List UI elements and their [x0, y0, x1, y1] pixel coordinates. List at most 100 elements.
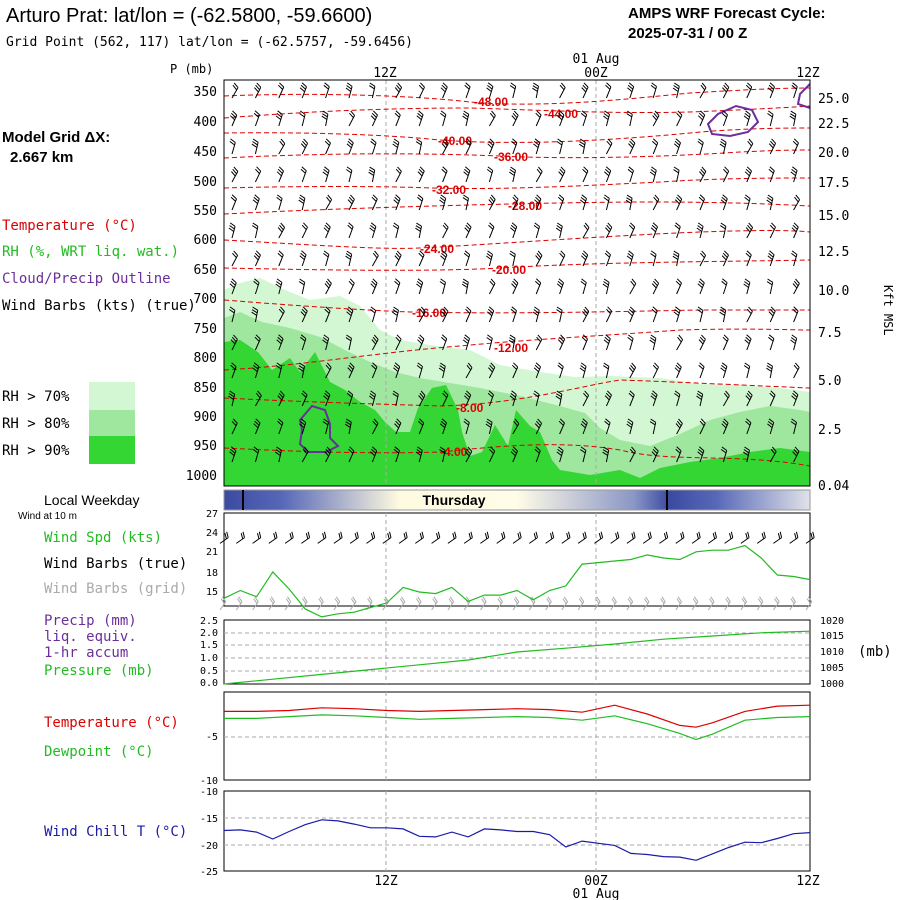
wind-barb — [556, 446, 564, 463]
wind-barb-grid — [577, 596, 585, 611]
wind-barb — [534, 446, 541, 463]
windchill-label: Wind Chill T (°C) — [44, 824, 187, 840]
wind-barb — [300, 166, 307, 183]
wind-barb — [277, 222, 286, 239]
wind-barb — [394, 250, 402, 267]
wind-barb-true — [805, 531, 815, 544]
wind-barb-true — [708, 531, 717, 544]
wind-barb — [323, 82, 330, 99]
temp-tick: -10 — [200, 776, 218, 787]
wind-barb — [461, 278, 469, 295]
wind-barb — [719, 138, 727, 155]
wind-barb — [558, 418, 565, 435]
top-tick-00z: 00Z — [584, 66, 608, 81]
rh90-swatch — [89, 436, 135, 464]
wind-barb — [369, 446, 378, 463]
temp-tick: -5 — [206, 732, 218, 743]
p-tick: 1000 — [186, 469, 217, 484]
wind-barb-grid — [284, 596, 292, 611]
wind-speed-line — [223, 544, 811, 618]
wind-barb — [743, 446, 750, 463]
precip-tick: 1.5 — [200, 640, 218, 651]
wind-barb — [487, 138, 495, 155]
p-tick: 800 — [194, 351, 217, 366]
wind-barb-grid — [545, 596, 552, 611]
wind-barbs-true-label: Wind Barbs (true) — [44, 556, 187, 572]
legend-temperature: Temperature (°C) — [2, 218, 137, 234]
height-axis-title: Kft MSL — [881, 285, 895, 336]
wind-barb-true — [724, 531, 734, 544]
wind-barb — [322, 166, 330, 183]
wind-barb — [253, 278, 260, 295]
wind-barb — [371, 194, 378, 211]
wind-barb — [393, 446, 400, 463]
wind-barb — [231, 418, 238, 435]
wind-barb — [555, 390, 563, 407]
wind-grid-barbs — [219, 596, 813, 611]
wind-barb — [603, 110, 610, 127]
temp-ticks: -5 -10 — [200, 732, 218, 787]
wind-barb — [696, 390, 704, 407]
wind-barb — [510, 222, 518, 239]
wind-barb — [604, 390, 612, 407]
wind-barb — [348, 110, 356, 127]
wind-barb — [535, 110, 542, 127]
wind-barb — [324, 446, 332, 463]
wind-barb — [580, 278, 587, 295]
wind-barb-grid — [300, 596, 308, 611]
wind-barb — [792, 306, 799, 323]
wind-barb — [699, 82, 707, 99]
model-grid-value: 2.667 km — [10, 149, 73, 166]
wind-barb-true — [659, 531, 669, 544]
wind-barb — [651, 138, 659, 155]
wind-barb — [488, 110, 496, 127]
wind-barb — [604, 250, 611, 267]
wind-barb — [744, 166, 752, 183]
wind-barb — [649, 334, 657, 351]
wind-barb — [743, 278, 751, 295]
wind-barb — [580, 250, 589, 267]
contour-m44 — [223, 105, 811, 119]
wind-barb-true — [447, 531, 457, 544]
wind-barb — [746, 138, 754, 155]
wind-barb — [628, 222, 636, 239]
top-tick-12z-a: 12Z — [373, 66, 397, 81]
wind-barb — [441, 166, 448, 183]
wind-barb — [299, 418, 307, 435]
wind-barb-grid — [398, 596, 406, 611]
wind-barb — [628, 390, 635, 407]
wind-barb — [488, 278, 496, 295]
wind-barb — [415, 222, 422, 239]
wind-barb-true — [480, 531, 490, 544]
wind-barb-true — [594, 531, 604, 544]
wind-barb — [275, 278, 283, 295]
rh90-label: RH > 90% — [2, 443, 70, 459]
wind-barb-true — [626, 531, 636, 544]
wind-barb-true — [366, 531, 376, 544]
wind-barb — [582, 222, 590, 239]
wind-barb — [559, 82, 566, 99]
wind-barb — [533, 390, 540, 407]
wind-barb-true — [349, 531, 359, 544]
wind-barb-true — [333, 531, 343, 544]
wind-barb — [511, 138, 518, 155]
contour-m40 — [223, 127, 811, 143]
p-tick: 950 — [194, 439, 217, 454]
wind-barb — [230, 334, 238, 351]
wind-barb — [675, 446, 682, 463]
wind-ticks: 27 24 21 18 15 — [206, 509, 218, 598]
wind-barb-grid — [740, 596, 748, 611]
temp-label-m28: -28.00 — [508, 199, 542, 213]
wind-barb — [229, 138, 236, 155]
wind-barb — [744, 194, 751, 211]
wind-barb — [672, 250, 680, 267]
wind-barb — [486, 250, 493, 267]
p-tick: 850 — [194, 381, 217, 396]
wind-panel-frame — [223, 512, 811, 607]
wind-barb — [371, 362, 378, 379]
wind-barb-true — [512, 531, 522, 544]
wind-barb-grid — [659, 596, 666, 611]
h-tick: 25.0 — [818, 92, 849, 107]
wind-barb — [229, 278, 237, 295]
wind-barb — [650, 250, 657, 267]
